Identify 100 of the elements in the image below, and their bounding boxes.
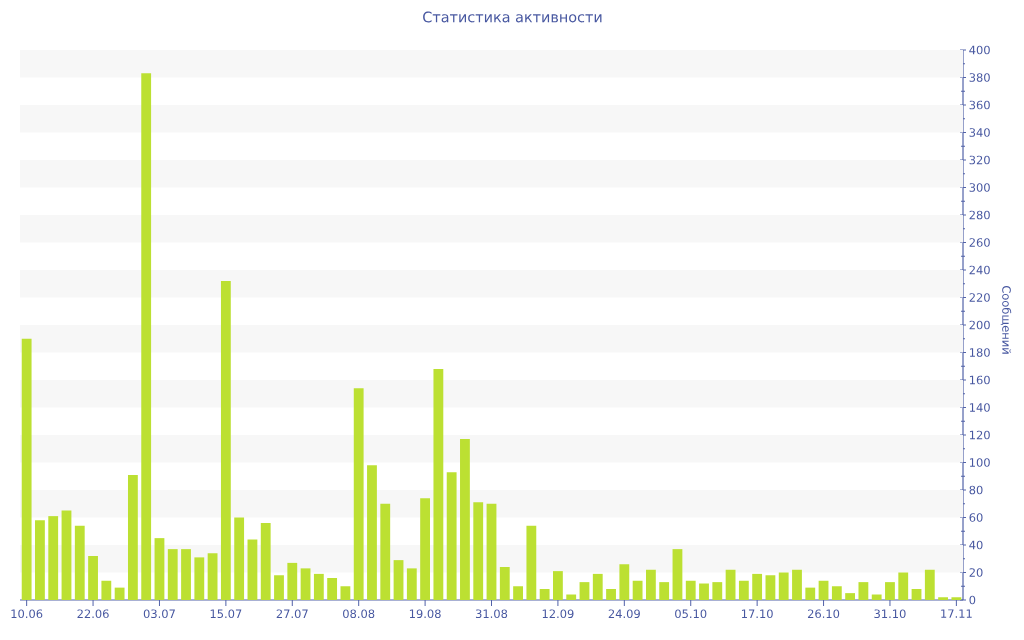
x-tick-label: 15.07 <box>210 609 242 619</box>
bar <box>526 525 537 600</box>
bar <box>818 580 829 600</box>
y-tick-label: 260 <box>969 238 990 247</box>
bar <box>672 549 683 600</box>
bar <box>659 582 670 600</box>
bar <box>792 569 802 600</box>
bar <box>712 582 723 600</box>
bar <box>48 516 59 600</box>
bar <box>141 73 152 600</box>
y-tick-label: 120 <box>969 430 990 440</box>
y-tick-label: 300 <box>969 183 990 192</box>
bar <box>260 523 271 600</box>
bar <box>21 338 32 600</box>
bar <box>938 597 948 600</box>
bar <box>858 582 869 600</box>
bar <box>127 474 138 600</box>
y-tick-label: 160 <box>969 375 990 385</box>
bar <box>486 503 497 600</box>
x-tick-label: 24.09 <box>608 609 640 619</box>
bar <box>473 502 484 600</box>
bar <box>592 573 603 600</box>
bar <box>632 580 643 600</box>
y-tick-label: 40 <box>969 540 983 550</box>
y-tick-label: 140 <box>969 403 990 412</box>
bar <box>340 586 351 600</box>
y-tick-label: 400 <box>969 45 990 55</box>
x-tick-label: 19.08 <box>409 609 441 619</box>
y-tick-label: 320 <box>969 155 990 165</box>
x-tick-label: 17.10 <box>741 609 773 619</box>
y-tick-label: 280 <box>969 210 990 220</box>
bar <box>88 556 98 600</box>
bar <box>327 578 338 600</box>
x-tick-label: 26.10 <box>807 609 840 619</box>
bar <box>446 472 457 600</box>
bar <box>831 586 842 600</box>
bar <box>513 586 523 600</box>
bar <box>539 589 550 600</box>
bar <box>738 580 749 600</box>
bar <box>380 503 391 600</box>
bar <box>406 568 417 600</box>
x-tick-label: 08.08 <box>343 609 375 619</box>
y-tick-label: 60 <box>969 513 983 522</box>
bar <box>765 575 776 600</box>
y-tick-label: 360 <box>969 100 990 110</box>
bar <box>752 573 763 600</box>
bar <box>645 569 656 600</box>
bar <box>247 539 258 600</box>
bar <box>287 562 298 600</box>
y-tick-label: 240 <box>969 265 990 275</box>
x-tick-label: 31.10 <box>874 609 906 619</box>
x-tick-label: 22.06 <box>77 609 109 619</box>
bar <box>353 388 364 600</box>
y-tick-label: 340 <box>969 128 990 137</box>
x-tick-label: 05.10 <box>675 609 707 619</box>
bar <box>805 587 816 600</box>
bar <box>393 560 404 600</box>
y-tick-label: 0 <box>969 595 976 605</box>
y-tick-label: 200 <box>969 320 990 330</box>
bar <box>300 568 311 600</box>
bar <box>566 594 577 600</box>
y-tick-label: 380 <box>969 73 990 82</box>
x-tick-label: 10.06 <box>11 609 43 619</box>
bar <box>911 589 922 600</box>
bar <box>367 465 377 600</box>
chart-title: Статистика активности <box>423 11 602 23</box>
bar <box>207 553 218 600</box>
y-tick-label: 100 <box>969 458 990 467</box>
x-tick-label: 27.07 <box>276 609 308 619</box>
x-tick-label: 03.07 <box>143 609 175 619</box>
bar <box>433 369 444 600</box>
bar <box>924 569 935 600</box>
bar <box>685 580 696 600</box>
bar <box>194 557 205 600</box>
y-tick-label: 80 <box>969 485 983 495</box>
y-tick-label: 220 <box>969 293 990 302</box>
bar <box>420 498 431 600</box>
y-axis-title: Сообщений <box>1000 285 1012 354</box>
y-tick-label: 180 <box>969 348 990 357</box>
bar <box>114 587 125 600</box>
bar <box>871 594 882 600</box>
bar <box>61 510 72 600</box>
bar <box>499 567 510 600</box>
bar <box>234 517 245 600</box>
x-tick-label: 31.08 <box>475 609 508 619</box>
bar <box>35 520 45 600</box>
bar <box>885 582 895 600</box>
bar <box>606 589 616 600</box>
bar <box>725 569 736 600</box>
bar <box>167 549 178 600</box>
bar <box>154 538 165 600</box>
x-tick-label: 12.09 <box>542 609 574 619</box>
bar <box>181 549 191 600</box>
bar <box>898 572 909 600</box>
y-tick-label: 20 <box>969 568 983 577</box>
bar <box>313 573 324 600</box>
x-tick-label: 17.11 <box>941 609 972 618</box>
bar <box>220 281 231 600</box>
bar <box>619 564 630 600</box>
bar <box>274 575 284 600</box>
